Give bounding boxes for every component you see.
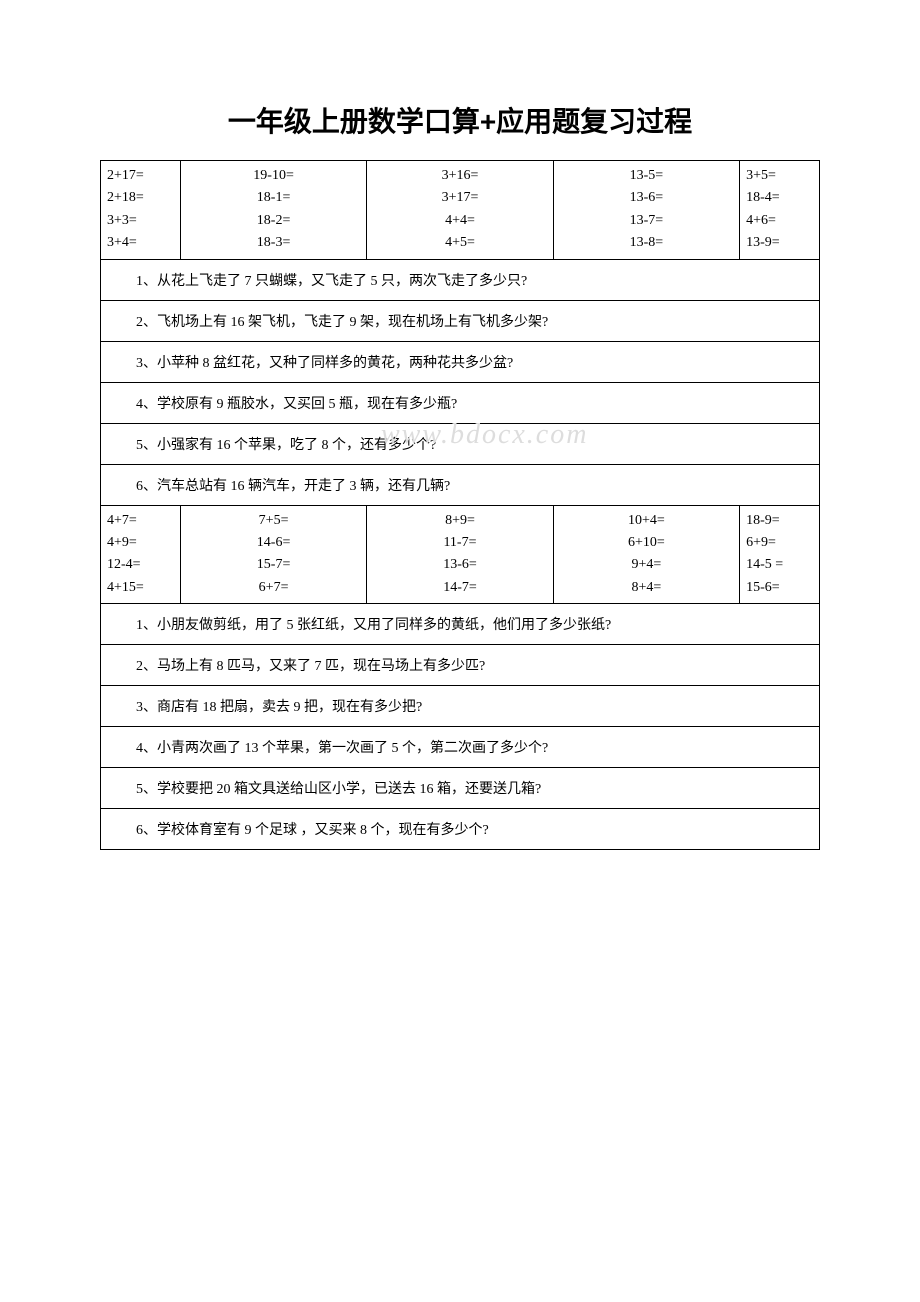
problem-cell: 5、学校要把 20 箱文具送给山区小学，已送去 16 箱，还要送几箱? (101, 768, 820, 809)
calc-item: 15-6= (746, 577, 813, 599)
calc-item: 3+16= (373, 165, 546, 187)
calc-item: 18-9= (746, 510, 813, 532)
calc-item: 13-7= (560, 210, 733, 232)
calc-item: 14-7= (373, 577, 546, 599)
calc-cell: 4+7= 4+9= 12-4= 4+15= (101, 505, 181, 604)
problem-row: 1、小朋友做剪纸，用了 5 张红纸，又用了同样多的黄纸，他们用了多少张纸? (101, 604, 820, 645)
calc-item: 4+7= (107, 510, 174, 532)
problem-row: 5、小强家有 16 个苹果，吃了 8 个，还有多少个? www.bdocx.co… (101, 423, 820, 464)
calc-cell: 7+5= 14-6= 15-7= 6+7= (180, 505, 366, 604)
problem-cell: 6、汽车总站有 16 辆汽车，开走了 3 辆，还有几辆? (101, 464, 820, 505)
calc-cell: 2+17= 2+18= 3+3= 3+4= (101, 161, 181, 260)
calc-item: 6+9= (746, 532, 813, 554)
calc-item: 13-5= (560, 165, 733, 187)
problem-cell: 4、小青两次画了 13 个苹果，第一次画了 5 个，第二次画了多少个? (101, 727, 820, 768)
calc-item: 2+17= (107, 165, 174, 187)
problem-row: 2、马场上有 8 匹马，又来了 7 匹，现在马场上有多少匹? (101, 645, 820, 686)
calc-item: 9+4= (560, 554, 733, 576)
calc-item: 6+7= (187, 577, 360, 599)
calc-item: 18-3= (187, 232, 360, 254)
calc-item: 4+15= (107, 577, 174, 599)
problem-row: 3、商店有 18 把扇，卖去 9 把，现在有多少把? (101, 686, 820, 727)
problem-cell: 3、商店有 18 把扇，卖去 9 把，现在有多少把? (101, 686, 820, 727)
calc-item: 14-6= (187, 532, 360, 554)
problem-cell: 1、从花上飞走了 7 只蝴蝶，又飞走了 5 只，两次飞走了多少只? (101, 259, 820, 300)
calc-item: 12-4= (107, 554, 174, 576)
calc-item: 19-10= (187, 165, 360, 187)
calc-cell: 8+9= 11-7= 13-6= 14-7= (367, 505, 553, 604)
problem-row: 4、小青两次画了 13 个苹果，第一次画了 5 个，第二次画了多少个? (101, 727, 820, 768)
problem-cell: 3、小苹种 8 盆红花，又种了同样多的黄花，两种花共多少盆? (101, 341, 820, 382)
calc-item: 7+5= (187, 510, 360, 532)
calc-item: 13-8= (560, 232, 733, 254)
calc-item: 18-2= (187, 210, 360, 232)
problem-cell: 6、学校体育室有 9 个足球 ，又买来 8 个，现在有多少个? (101, 809, 820, 850)
problem-cell: 4、学校原有 9 瓶胶水，又买回 5 瓶，现在有多少瓶? (101, 382, 820, 423)
calc-item: 10+4= (560, 510, 733, 532)
calc-item: 4+6= (746, 210, 813, 232)
calc-cell: 10+4= 6+10= 9+4= 8+4= (553, 505, 739, 604)
calc-row-1: 2+17= 2+18= 3+3= 3+4= 19-10= 18-1= 18-2=… (101, 161, 820, 260)
problem-row: 1、从花上飞走了 7 只蝴蝶，又飞走了 5 只，两次飞走了多少只? (101, 259, 820, 300)
calc-cell: 18-9= 6+9= 14-5 = 15-6= (740, 505, 820, 604)
calc-item: 3+17= (373, 187, 546, 209)
problem-row: 6、学校体育室有 9 个足球 ，又买来 8 个，现在有多少个? (101, 809, 820, 850)
calc-item: 2+18= (107, 187, 174, 209)
problem-cell: 2、飞机场上有 16 架飞机，飞走了 9 架，现在机场上有飞机多少架? (101, 300, 820, 341)
calc-item: 13-9= (746, 232, 813, 254)
calc-item: 18-4= (746, 187, 813, 209)
calc-item: 4+5= (373, 232, 546, 254)
calc-item: 11-7= (373, 532, 546, 554)
calc-item: 13-6= (560, 187, 733, 209)
problem-cell: 1、小朋友做剪纸，用了 5 张红纸，又用了同样多的黄纸，他们用了多少张纸? (101, 604, 820, 645)
page-title: 一年级上册数学口算+应用题复习过程 (100, 100, 820, 140)
calc-item: 18-1= (187, 187, 360, 209)
calc-cell: 13-5= 13-6= 13-7= 13-8= (553, 161, 739, 260)
calc-item: 6+10= (560, 532, 733, 554)
problem-row: 6、汽车总站有 16 辆汽车，开走了 3 辆，还有几辆? (101, 464, 820, 505)
calc-item: 8+9= (373, 510, 546, 532)
calc-cell: 19-10= 18-1= 18-2= 18-3= (180, 161, 366, 260)
problem-row: 4、学校原有 9 瓶胶水，又买回 5 瓶，现在有多少瓶? (101, 382, 820, 423)
problem-row: 5、学校要把 20 箱文具送给山区小学，已送去 16 箱，还要送几箱? (101, 768, 820, 809)
calc-item: 13-6= (373, 554, 546, 576)
problem-row: 3、小苹种 8 盆红花，又种了同样多的黄花，两种花共多少盆? (101, 341, 820, 382)
calc-item: 15-7= (187, 554, 360, 576)
problem-cell: 5、小强家有 16 个苹果，吃了 8 个，还有多少个? www.bdocx.co… (101, 423, 820, 464)
calc-row-2: 4+7= 4+9= 12-4= 4+15= 7+5= 14-6= 15-7= 6… (101, 505, 820, 604)
calc-item: 8+4= (560, 577, 733, 599)
calc-item: 4+4= (373, 210, 546, 232)
calc-item: 3+4= (107, 232, 174, 254)
calc-item: 3+5= (746, 165, 813, 187)
problem-cell: 2、马场上有 8 匹马，又来了 7 匹，现在马场上有多少匹? (101, 645, 820, 686)
calc-cell: 3+16= 3+17= 4+4= 4+5= (367, 161, 553, 260)
problem-row: 2、飞机场上有 16 架飞机，飞走了 9 架，现在机场上有飞机多少架? (101, 300, 820, 341)
problem-text: 5、小强家有 16 个苹果，吃了 8 个，还有多少个? (136, 438, 436, 453)
calc-item: 4+9= (107, 532, 174, 554)
worksheet-table: 2+17= 2+18= 3+3= 3+4= 19-10= 18-1= 18-2=… (100, 160, 820, 850)
calc-item: 14-5 = (746, 554, 813, 576)
problem-text: 1、小朋友做剪纸，用了 5 张红纸，又用了同样多的黄纸，他们用了多少张纸? (136, 618, 611, 633)
calc-item: 3+3= (107, 210, 174, 232)
calc-cell: 3+5= 18-4= 4+6= 13-9= (740, 161, 820, 260)
